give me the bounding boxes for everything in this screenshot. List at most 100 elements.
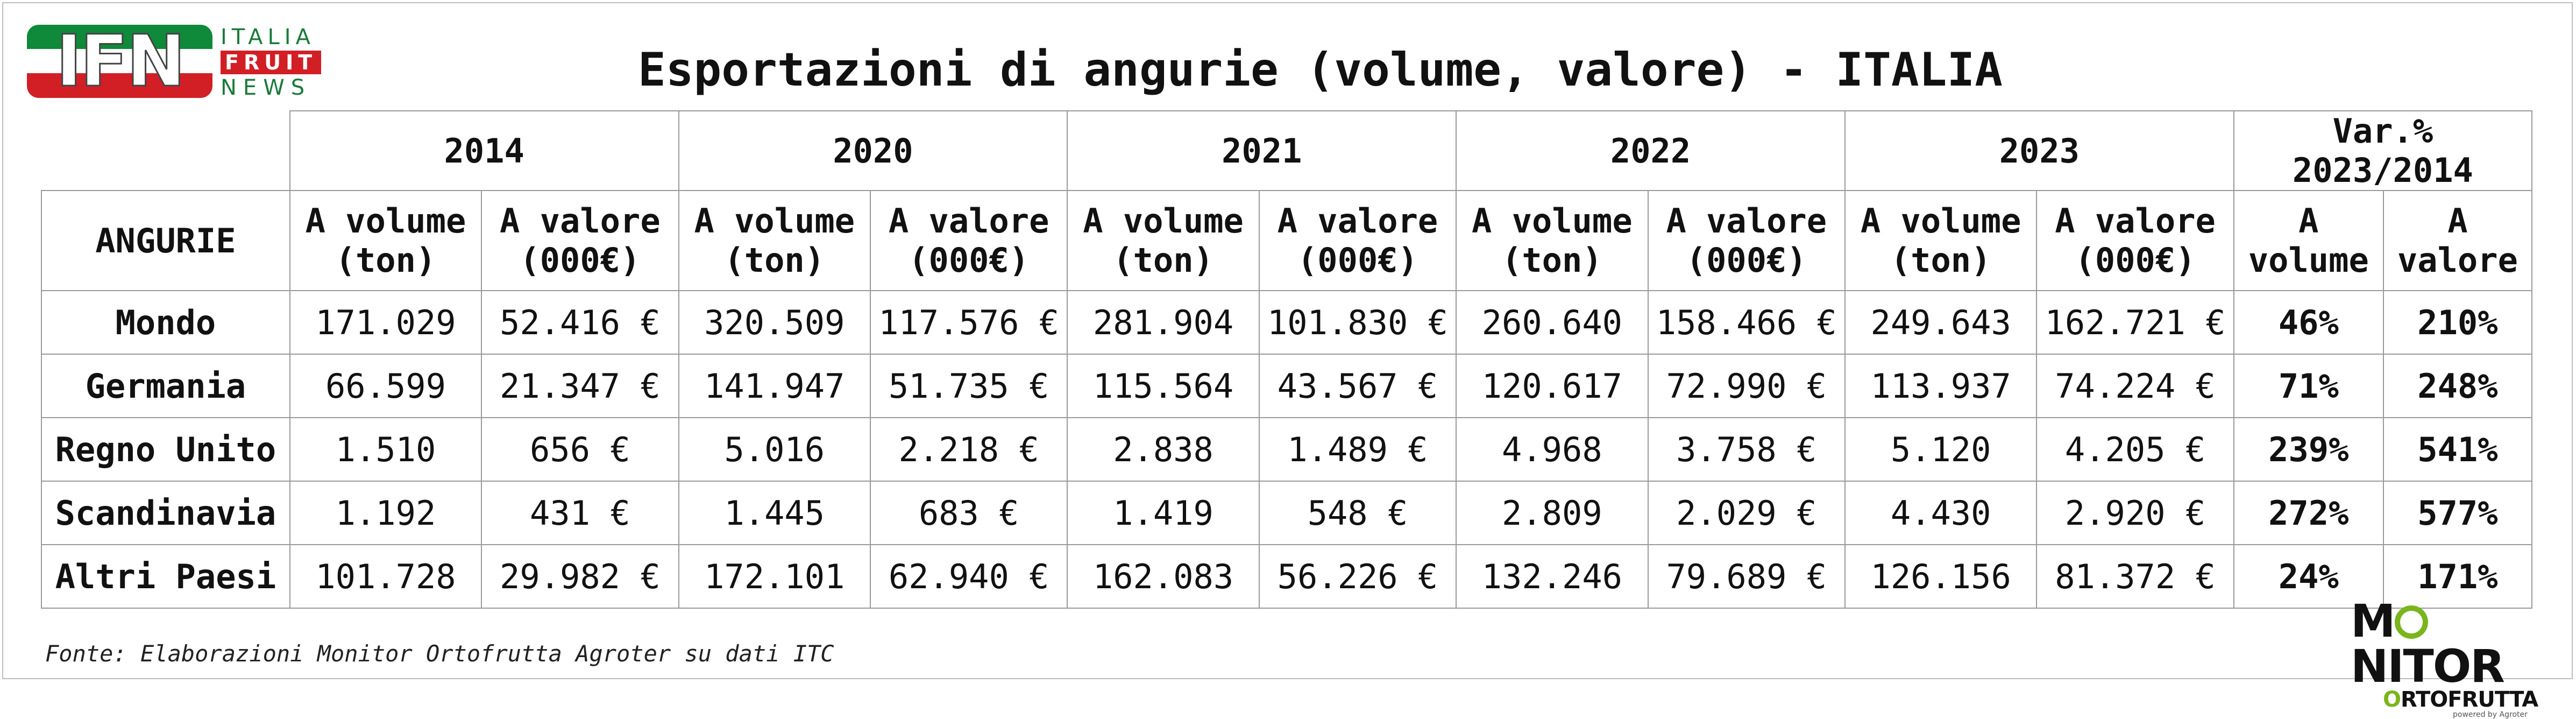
value-cell: 81.372 € xyxy=(2036,544,2234,609)
value-cell: 62.940 € xyxy=(869,544,1068,609)
volume-cell: 1.510 xyxy=(289,417,482,482)
var-volume-cell: 239% xyxy=(2233,417,2384,482)
value-subheader-line2: (000€) xyxy=(2075,241,2196,280)
value-cell: 548 € xyxy=(1258,481,1457,545)
value-subheader-line1: A valore xyxy=(888,201,1049,241)
value-cell: 162.721 € xyxy=(2036,290,2234,355)
volume-cell: 260.640 xyxy=(1456,290,1649,355)
ifn-logo-italia: ITALIA xyxy=(221,25,315,50)
var-volume-subheader-line1: A xyxy=(2298,201,2319,241)
volume-cell: 162.083 xyxy=(1067,544,1260,609)
table-row: Germania 66.599 21.347 €141.947 51.735 €115… xyxy=(41,354,2533,418)
volume-cell: 2.809 xyxy=(1456,481,1649,545)
volume-subheader-line2: (ton) xyxy=(1113,241,1214,280)
value-cell: 4.205 € xyxy=(2036,417,2234,482)
volume-cell: 172.101 xyxy=(678,544,871,609)
volume-subheader: A volume (ton) xyxy=(289,190,482,291)
monitor-logo-word: MNITOR xyxy=(2351,598,2566,689)
value-subheader-line2: (000€) xyxy=(909,241,1030,280)
value-subheader: A valore (000€) xyxy=(869,190,1068,291)
value-cell: 21.347 € xyxy=(481,354,679,418)
value-cell: 683 € xyxy=(869,481,1068,545)
volume-subheader-line1: A volume xyxy=(694,201,855,241)
value-cell: 29.982 € xyxy=(481,544,679,609)
volume-subheader: A volume (ton) xyxy=(678,190,871,291)
var-header: Var.% 2023/2014 xyxy=(2233,110,2533,191)
year-header: 2023 xyxy=(1844,110,2234,191)
value-cell: 656 € xyxy=(481,417,679,482)
value-subheader: A valore (000€) xyxy=(1647,190,1846,291)
value-cell: 2.218 € xyxy=(869,417,1068,482)
ifn-logo-letters: IFN xyxy=(55,25,187,98)
var-volume-cell: 71% xyxy=(2233,354,2384,418)
var-value-cell: 541% xyxy=(2382,417,2533,482)
year-header-row: 2014 2020 2021 2022 2023 Var.% 2023/2014 xyxy=(41,110,2533,191)
var-value-cell: 210% xyxy=(2382,290,2533,355)
country-name: Mondo xyxy=(41,290,290,355)
year-header: 2014 xyxy=(289,110,679,191)
volume-cell: 1.192 xyxy=(289,481,482,545)
volume-subheader: A volume (ton) xyxy=(1067,190,1260,291)
country-name: Altri Paesi xyxy=(41,544,290,609)
volume-subheader-line1: A volume xyxy=(1083,201,1244,241)
volume-cell: 1.419 xyxy=(1067,481,1260,545)
volume-cell: 5.016 xyxy=(678,417,871,482)
value-subheader-line2: (000€) xyxy=(1686,241,1807,280)
value-subheader-line1: A valore xyxy=(500,201,661,241)
volume-cell: 281.904 xyxy=(1067,290,1260,355)
corner-cell xyxy=(41,111,290,191)
value-cell: 79.689 € xyxy=(1647,544,1846,609)
volume-subheader-line2: (ton) xyxy=(1890,241,1991,280)
ifn-logo-wordmark: ITALIA FRUIT NEWS xyxy=(221,25,328,100)
var-value-cell: 171% xyxy=(2382,544,2533,609)
volume-cell: 320.509 xyxy=(678,290,871,355)
value-cell: 1.489 € xyxy=(1258,417,1457,482)
monitor-logo-sub-o: O xyxy=(2383,687,2401,712)
value-subheader-line1: A valore xyxy=(2055,201,2216,241)
year-header: 2020 xyxy=(678,110,1068,191)
value-subheader-line1: A valore xyxy=(1277,201,1438,241)
volume-subheader: A volume (ton) xyxy=(1456,190,1649,291)
page-title: Esportazioni di angurie (volume, valore)… xyxy=(637,43,2003,97)
value-subheader: A valore (000€) xyxy=(481,190,679,291)
country-name: Germania xyxy=(41,354,290,418)
volume-subheader-line1: A volume xyxy=(305,201,466,241)
ifn-logo: IFN ITALIA FRUIT NEWS xyxy=(27,25,328,105)
year-header: 2022 xyxy=(1456,110,1846,191)
volume-cell: 120.617 xyxy=(1456,354,1649,418)
volume-cell: 141.947 xyxy=(678,354,871,418)
monitor-logo-o-ring xyxy=(2394,605,2428,639)
value-cell: 101.830 € xyxy=(1258,290,1457,355)
volume-cell: 1.445 xyxy=(678,481,871,545)
var-volume-cell: 272% xyxy=(2233,481,2384,545)
value-cell: 72.990 € xyxy=(1647,354,1846,418)
value-cell: 74.224 € xyxy=(2036,354,2234,418)
table-row: Regno Unito 1.510 656 €5.016 2.218 €2.838 1.… xyxy=(41,417,2533,482)
var-value-subheader-line2: valore xyxy=(2397,241,2518,280)
var-volume-cell: 46% xyxy=(2233,290,2384,355)
value-cell: 56.226 € xyxy=(1258,544,1457,609)
volume-subheader-line2: (ton) xyxy=(724,241,825,280)
volume-cell: 132.246 xyxy=(1456,544,1649,609)
volume-subheader-line1: A volume xyxy=(1860,201,2021,241)
page-frame xyxy=(2,2,2573,679)
value-subheader-line1: A valore xyxy=(1666,201,1827,241)
value-subheader-line2: (000€) xyxy=(520,241,641,280)
var-volume-cell: 24% xyxy=(2233,544,2384,609)
value-subheader: A valore (000€) xyxy=(1258,190,1457,291)
value-cell: 52.416 € xyxy=(481,290,679,355)
volume-cell: 171.029 xyxy=(289,290,482,355)
volume-cell: 126.156 xyxy=(1844,544,2038,609)
volume-cell: 249.643 xyxy=(1844,290,2038,355)
value-cell: 431 € xyxy=(481,481,679,545)
value-cell: 117.576 € xyxy=(869,290,1068,355)
value-cell: 2.920 € xyxy=(2036,481,2234,545)
ifn-logo-block: IFN xyxy=(27,25,212,98)
volume-cell: 66.599 xyxy=(289,354,482,418)
value-cell: 3.758 € xyxy=(1647,417,1846,482)
value-cell: 158.466 € xyxy=(1647,290,1846,355)
monitor-logo-rest: NITOR xyxy=(2351,640,2505,693)
value-subheader-line2: (000€) xyxy=(1297,241,1418,280)
subheader-row: ANGURIE A volume (ton) A valore (000€) A vol… xyxy=(41,190,2533,291)
